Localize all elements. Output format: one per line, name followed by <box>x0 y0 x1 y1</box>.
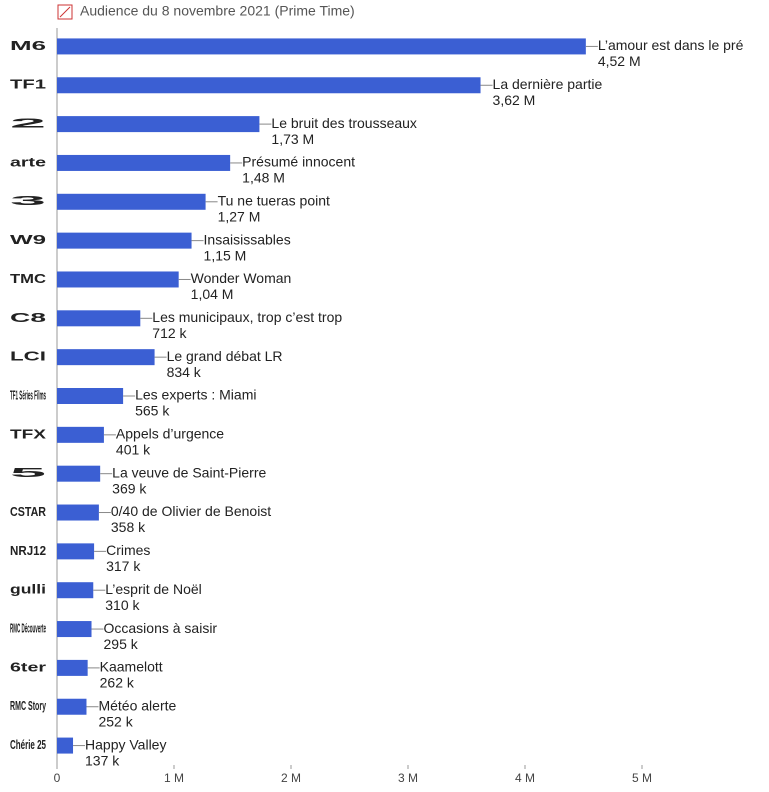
bar <box>57 154 231 171</box>
program-label: Insaisissables <box>204 231 291 247</box>
value-label: 310 k <box>105 597 140 613</box>
channel-logo: 3 <box>10 193 46 208</box>
program-label: L’esprit de Noël <box>105 581 202 597</box>
chart-title: Audience du 8 novembre 2021 (Prime Time) <box>80 3 355 19</box>
value-label: 1,27 M <box>218 208 261 224</box>
channel-logo: gulli <box>10 582 46 597</box>
channel-logo: arte <box>10 154 46 169</box>
program-label: Crimes <box>106 542 150 558</box>
value-label: 712 k <box>152 325 187 341</box>
program-label: Wonder Woman <box>191 270 292 286</box>
bar <box>57 232 192 249</box>
channel-logo: 2 <box>10 116 46 131</box>
bar <box>57 621 92 638</box>
bar <box>57 698 87 715</box>
bar <box>57 465 101 482</box>
channel-logo: LCI <box>10 349 46 364</box>
program-label: Happy Valley <box>85 736 166 752</box>
x-tick-label: 0 <box>54 771 61 785</box>
program-label: Occasions à saisir <box>104 620 218 636</box>
channel-logo: 5 <box>10 465 46 480</box>
value-label: 252 k <box>98 713 133 729</box>
channel-logo: C8 <box>10 310 46 325</box>
value-label: 137 k <box>85 752 120 768</box>
program-label: Les municipaux, trop c’est trop <box>152 309 342 325</box>
bar <box>57 310 141 327</box>
value-label: 4,52 M <box>598 53 641 69</box>
program-label: Le grand débat LR <box>167 348 283 364</box>
value-label: 1,15 M <box>204 247 247 263</box>
x-tick-label: 5 M <box>632 771 652 785</box>
channel-logo: W9 <box>10 232 46 247</box>
bar <box>57 77 481 94</box>
value-label: 295 k <box>104 636 139 652</box>
program-label: Appels d’urgence <box>116 426 224 442</box>
channel-logo: CSTAR <box>10 504 47 519</box>
program-label: Tu ne tueras point <box>218 192 330 208</box>
x-tick-label: 3 M <box>398 771 418 785</box>
channel-logo: TFX <box>10 426 46 441</box>
value-label: 1,48 M <box>242 170 285 186</box>
channel-logo: 6ter <box>10 659 46 674</box>
bar <box>57 38 586 55</box>
bar <box>57 543 95 560</box>
channel-logo: Chérie 25 <box>10 737 46 752</box>
channel-logo: NRJ12 <box>10 543 46 558</box>
program-label: 0/40 de Olivier de Benoist <box>111 503 271 519</box>
program-label: Présumé innocent <box>242 154 355 170</box>
channel-logo: RMC Découverte <box>10 620 46 635</box>
program-label: Météo alerte <box>98 697 176 713</box>
bar <box>57 737 74 754</box>
bar <box>57 582 94 599</box>
channel-logo: RMC Story <box>10 698 46 713</box>
channel-logo: M6 <box>10 38 46 53</box>
bar <box>57 388 124 404</box>
value-label: 834 k <box>167 364 202 380</box>
value-label: 317 k <box>106 558 141 574</box>
value-label: 262 k <box>100 675 135 691</box>
program-label: L’amour est dans le pré <box>598 37 744 53</box>
channel-logo: TF1 <box>10 77 46 92</box>
bar <box>57 116 260 133</box>
value-label: 401 k <box>116 442 151 458</box>
bar <box>57 504 99 521</box>
program-label: Le bruit des trousseaux <box>271 115 417 131</box>
bar <box>57 349 155 366</box>
bar <box>57 659 88 676</box>
x-tick-label: 4 M <box>515 771 535 785</box>
program-label: La veuve de Saint-Pierre <box>112 464 266 480</box>
bar <box>57 426 104 443</box>
value-label: 565 k <box>135 403 170 419</box>
x-tick-label: 1 M <box>164 771 184 785</box>
program-label: Kaamelott <box>100 659 163 675</box>
channel-logo: TMC <box>10 271 47 286</box>
x-tick-label: 2 M <box>281 771 301 785</box>
bar <box>57 271 179 288</box>
value-label: 3,62 M <box>493 92 536 108</box>
value-label: 369 k <box>112 480 147 496</box>
value-label: 1,73 M <box>271 131 314 147</box>
value-label: 358 k <box>111 519 146 535</box>
channel-logo: TF1 Séries Films <box>10 387 46 402</box>
title-icon-line <box>59 6 71 18</box>
bar <box>57 193 206 210</box>
program-label: Les experts : Miami <box>135 387 256 403</box>
program-label: La dernière partie <box>493 76 603 92</box>
value-label: 1,04 M <box>191 286 234 302</box>
